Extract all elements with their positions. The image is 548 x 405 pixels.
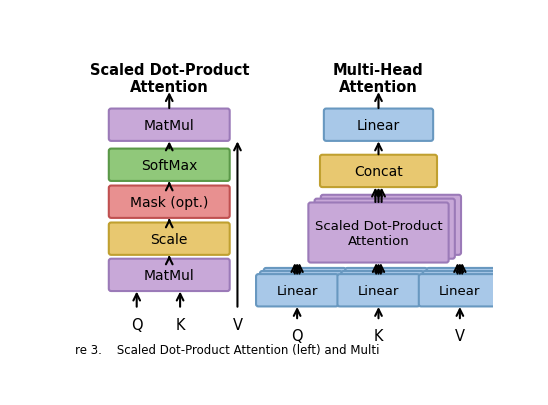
Text: Linear: Linear xyxy=(358,284,399,297)
FancyBboxPatch shape xyxy=(109,259,230,291)
Text: Scale: Scale xyxy=(151,232,188,246)
Text: Linear: Linear xyxy=(357,118,400,132)
FancyBboxPatch shape xyxy=(426,268,509,301)
Text: K: K xyxy=(374,328,383,343)
FancyBboxPatch shape xyxy=(309,203,449,263)
Text: V: V xyxy=(232,318,242,333)
Text: K: K xyxy=(175,318,185,333)
Text: MatMul: MatMul xyxy=(144,268,195,282)
FancyBboxPatch shape xyxy=(256,275,338,307)
FancyBboxPatch shape xyxy=(341,271,424,304)
FancyBboxPatch shape xyxy=(321,195,461,255)
FancyBboxPatch shape xyxy=(264,268,346,301)
Text: Scaled Dot-Product
Attention: Scaled Dot-Product Attention xyxy=(89,62,249,95)
FancyBboxPatch shape xyxy=(324,109,433,141)
Text: Q: Q xyxy=(292,328,303,343)
Text: Linear: Linear xyxy=(439,284,481,297)
Text: SoftMax: SoftMax xyxy=(141,158,197,173)
FancyBboxPatch shape xyxy=(419,275,501,307)
FancyBboxPatch shape xyxy=(338,275,420,307)
Text: Multi-Head
Attention: Multi-Head Attention xyxy=(333,62,424,95)
Text: Q: Q xyxy=(131,318,142,333)
Text: Concat: Concat xyxy=(354,164,403,179)
FancyBboxPatch shape xyxy=(315,199,455,259)
FancyBboxPatch shape xyxy=(109,186,230,218)
FancyBboxPatch shape xyxy=(109,109,230,141)
Text: re 3.    Scaled Dot-Product Attention (left) and Multi: re 3. Scaled Dot-Product Attention (left… xyxy=(75,343,379,356)
Text: V: V xyxy=(455,328,465,343)
Text: MatMul: MatMul xyxy=(144,118,195,132)
FancyBboxPatch shape xyxy=(260,271,342,304)
Text: Linear: Linear xyxy=(276,284,318,297)
FancyBboxPatch shape xyxy=(345,268,427,301)
FancyBboxPatch shape xyxy=(109,223,230,255)
FancyBboxPatch shape xyxy=(109,149,230,181)
Text: Scaled Dot-Product
Attention: Scaled Dot-Product Attention xyxy=(315,219,442,247)
Text: Mask (opt.): Mask (opt.) xyxy=(130,195,208,209)
FancyBboxPatch shape xyxy=(423,271,505,304)
FancyBboxPatch shape xyxy=(320,156,437,188)
